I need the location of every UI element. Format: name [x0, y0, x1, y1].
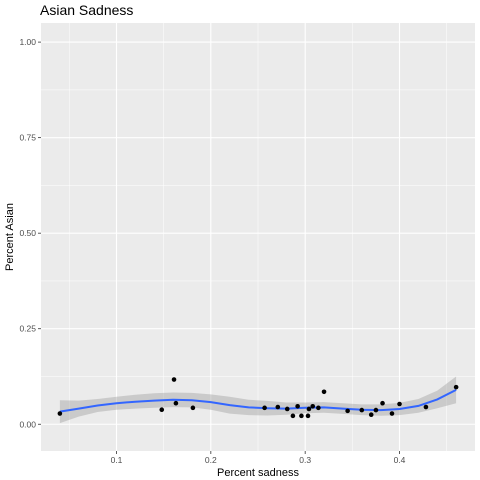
- data-point: [368, 412, 374, 417]
- data-point: [57, 411, 63, 416]
- x-tick-label: 0.1: [111, 455, 123, 465]
- data-point: [159, 407, 165, 413]
- data-point: [316, 405, 321, 411]
- y-tick-label: 0.75: [19, 133, 36, 143]
- data-point: [380, 400, 385, 406]
- data-point: [345, 408, 350, 414]
- data-point: [190, 405, 196, 411]
- y-axis-title: Percent Asian: [4, 203, 16, 271]
- x-axis-title: Percent sadness: [217, 467, 299, 479]
- x-tick-label: 0.4: [394, 455, 406, 465]
- smooth-layer: [59, 376, 457, 424]
- data-point: [171, 377, 177, 382]
- data-point: [299, 413, 304, 419]
- data-point: [306, 406, 312, 412]
- major-gridlines: [41, 23, 475, 451]
- data-point: [321, 389, 327, 395]
- x-tick-label: 0.3: [299, 455, 311, 465]
- data-point: [305, 413, 311, 419]
- data-point: [359, 407, 365, 413]
- data-point: [423, 404, 429, 410]
- data-point: [310, 403, 316, 409]
- y-tick-label: 0.25: [19, 324, 36, 334]
- data-point: [295, 403, 300, 409]
- minor-gridlines: [41, 23, 475, 451]
- y-tick-label: 0.50: [19, 228, 36, 238]
- data-point: [453, 384, 459, 390]
- data-point: [173, 400, 179, 406]
- data-point: [290, 413, 296, 419]
- chart-title: Asian Sadness: [40, 2, 133, 18]
- data-point: [397, 401, 402, 407]
- data-point: [275, 404, 281, 410]
- smooth-line: [59, 389, 457, 413]
- data-point: [284, 406, 290, 412]
- x-tick-label: 0.2: [205, 455, 217, 465]
- points-layer: [57, 377, 459, 419]
- data-point: [373, 407, 379, 413]
- y-tick-label: 0.00: [19, 419, 36, 429]
- data-point: [389, 411, 395, 416]
- y-axis: 0.00 0.25 0.50 0.75 1.00: [19, 37, 41, 429]
- data-point: [262, 405, 267, 411]
- confidence-band: [59, 376, 457, 424]
- y-tick-label: 1.00: [19, 37, 36, 47]
- x-axis: 0.1 0.2 0.3 0.4: [111, 451, 406, 465]
